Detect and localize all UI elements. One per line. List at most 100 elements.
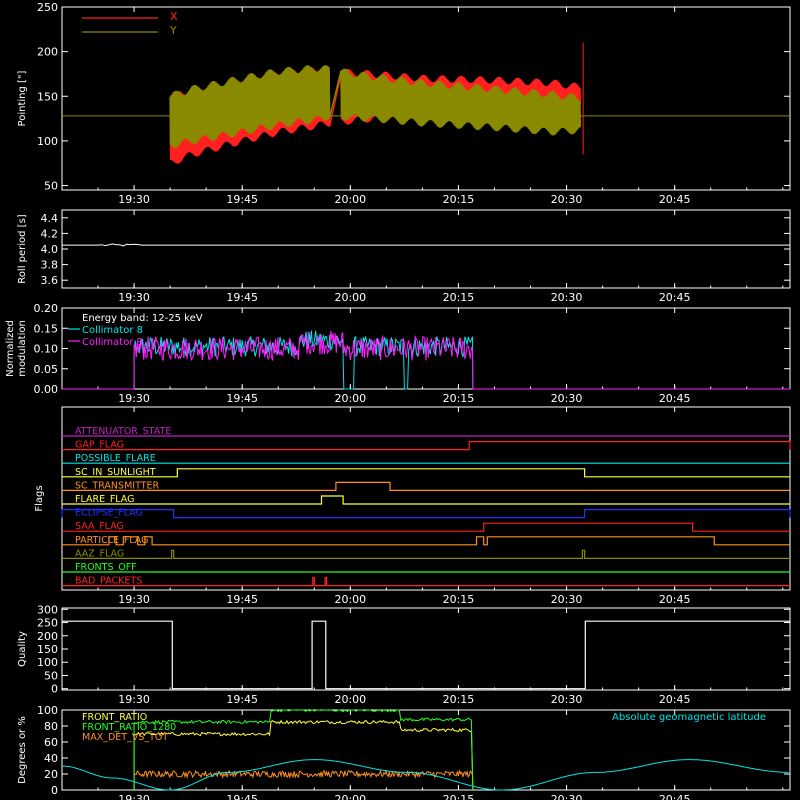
- geomag-annotation: Absolute geomagnetic latitude: [612, 712, 766, 723]
- geomag-xtick-label: 20:00: [334, 793, 366, 800]
- roll-xtick-label: 20:45: [659, 291, 691, 304]
- geomag-xtick-label: 19:45: [226, 793, 258, 800]
- pointing-ytick-label: 250: [37, 1, 58, 14]
- geomag-legend-label: FRONT_RATIO_1280: [82, 722, 176, 733]
- quality-ytick-label: 50: [44, 669, 58, 682]
- quality-ytick-label: 200: [37, 630, 58, 643]
- flag-label: SC_IN_SUNLIGHT: [75, 467, 156, 478]
- roll-xtick-label: 20:15: [443, 291, 475, 304]
- flag-line: [62, 495, 790, 505]
- flag-line: [62, 522, 790, 532]
- pointing-xtick-label: 19:30: [118, 193, 150, 206]
- quality-ytick-label: 0: [51, 683, 58, 696]
- roll-xtick-label: 19:45: [226, 291, 258, 304]
- pointing-xtick-label: 19:45: [226, 193, 258, 206]
- roll-ytick-label: 3.8: [41, 259, 59, 272]
- quality-panel: 19:30 19:45 20:00 20:15 20:30 20:45 Quality 050…: [17, 603, 791, 706]
- quality-xtick-label: 19:30: [118, 693, 150, 706]
- roll-ytick-label: 4.0: [41, 243, 59, 256]
- pointing-xtick-label: 20:15: [443, 193, 475, 206]
- geomag-legend-label: FRONT_RATIO: [82, 712, 147, 723]
- flags-xtick-label: 19:45: [226, 593, 258, 606]
- roll-xtick-label: 19:30: [118, 291, 150, 304]
- modulation-ylabel-line1: Normalized: [5, 320, 16, 377]
- geomag-xtick-label: 20:45: [659, 793, 691, 800]
- modulation-xtick-label: 20:30: [551, 392, 583, 405]
- flags-ylabel: Flags: [34, 485, 45, 511]
- geomag-ytick-label: 60: [44, 736, 58, 749]
- quality-xtick-label: 20:45: [659, 693, 691, 706]
- flags-xtick-label: 20:00: [334, 593, 366, 606]
- geomag-xtick-label: 19:30: [118, 793, 150, 800]
- flag-label: FRONTS_OFF: [75, 562, 137, 573]
- pointing-ytick-label: 200: [37, 46, 58, 59]
- roll-ytick-label: 4.2: [41, 227, 59, 240]
- flag-label: SC_TRANSMITTER: [75, 480, 160, 491]
- geomag-ytick-label: 100: [37, 704, 58, 717]
- flags-frame: [61, 406, 791, 591]
- flag-label: ATTENUATOR_STATE: [75, 426, 171, 437]
- geomag-series-absolute-geomagnetic-latitude: [61, 759, 789, 791]
- modulation-ytick-label: 0.15: [34, 322, 59, 335]
- pointing-xtick-label: 20:45: [659, 193, 691, 206]
- flag-label: AAZ_FLAG: [75, 548, 124, 559]
- flag-line: [62, 441, 791, 451]
- pointing-frame: [61, 6, 791, 191]
- roll-ylabel: Roll period [s]: [17, 214, 28, 283]
- flags-xtick-label: 20:30: [551, 593, 583, 606]
- modulation-legend-label: Collimator 8: [82, 325, 143, 336]
- modulation-energy-band: Energy band: 12-25 keV: [82, 313, 203, 324]
- modulation-series-collimator-9: [62, 330, 790, 390]
- geomag-ytick-label: 0: [51, 784, 58, 797]
- pointing-legend-label: X: [170, 10, 178, 23]
- pointing-panel: 19:30 19:45 20:00 20:15 20:30 20:45 Pointing […: [17, 1, 791, 206]
- flag-label: SAA_FLAG: [75, 521, 124, 532]
- geomag-legend-label: MAX_DET_VS_TOT: [82, 732, 168, 743]
- modulation-xtick-label: 20:15: [443, 392, 475, 405]
- modulation-ylabel: Normalizedmodulation: [5, 320, 28, 377]
- flag-label: PARTICLE_FLAG: [75, 535, 148, 546]
- modulation-xtick-label: 20:00: [334, 392, 366, 405]
- flag-line: [62, 536, 790, 546]
- geomag-ytick-label: 20: [44, 768, 58, 781]
- flag-label: ECLIPSE_FLAG: [75, 508, 143, 519]
- geomag-ytick-label: 80: [44, 720, 58, 733]
- roll-xtick-label: 20:30: [551, 291, 583, 304]
- pointing-ytick-label: 150: [37, 90, 58, 103]
- flag-label: BAD_PACKETS: [75, 576, 142, 587]
- geomag-frame: [61, 709, 791, 791]
- geomag-ylabel: Degrees or %: [17, 716, 28, 784]
- quality-ytick-label: 250: [37, 617, 58, 630]
- roll-ytick-label: 4.4: [41, 212, 59, 225]
- quality-ylabel: Quality: [17, 631, 28, 667]
- flag-label: POSSIBLE_FLARE: [75, 453, 156, 464]
- flags-xtick-label: 20:45: [659, 593, 691, 606]
- quality-ytick-label: 300: [37, 603, 58, 616]
- modulation-ytick-label: 0.05: [34, 363, 59, 376]
- roll-ytick-label: 3.6: [41, 274, 59, 287]
- geomag-series-front-ratio: [133, 719, 474, 791]
- quality-xtick-label: 20:15: [443, 693, 475, 706]
- roll-xtick-label: 20:00: [334, 291, 366, 304]
- pointing-xtick-label: 20:30: [551, 193, 583, 206]
- modulation-legend-label: Collimator 9: [82, 337, 143, 348]
- flags-panel: 19:30 19:45 20:00 20:15 20:30 20:45 Flags ATTEN…: [34, 406, 791, 606]
- geomag-xtick-label: 20:15: [443, 793, 475, 800]
- geomagnetic-panel: 19:30 19:45 20:00 20:15 20:30 20:45 Degrees or…: [17, 704, 791, 800]
- flag-line: [62, 576, 790, 587]
- flag-line: [62, 468, 790, 478]
- flags-xtick-label: 20:15: [443, 593, 475, 606]
- geomag-series-max-det-vs-tot: [133, 769, 473, 780]
- quality-ytick-label: 100: [37, 656, 58, 669]
- pointing-legend-label: Y: [169, 24, 177, 37]
- modulation-xtick-label: 19:45: [226, 392, 258, 405]
- roll-period-line: [62, 243, 790, 247]
- pointing-ytick-label: 50: [44, 180, 58, 193]
- pointing-ytick-label: 100: [37, 135, 58, 148]
- flag-label: FLARE_FLAG: [75, 494, 135, 505]
- flag-line: [61, 509, 791, 519]
- quality-ytick-label: 150: [37, 643, 58, 656]
- roll-period-panel: 19:30 19:45 20:00 20:15 20:30 20:45 Roll perio…: [17, 209, 791, 304]
